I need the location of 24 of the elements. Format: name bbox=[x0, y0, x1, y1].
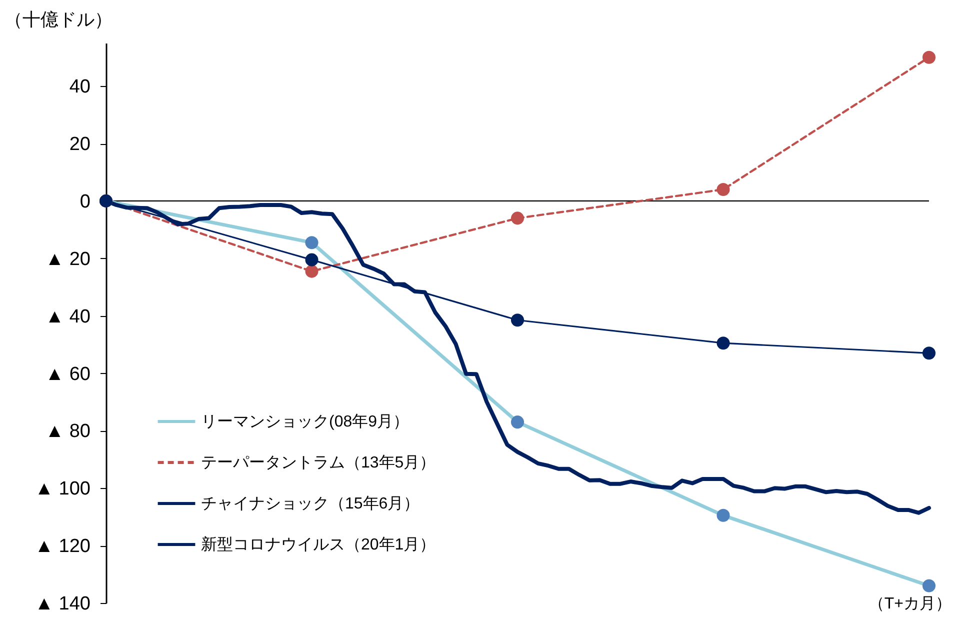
legend-label: チャイナショック（15年6月） bbox=[201, 496, 420, 512]
point bbox=[716, 336, 730, 350]
y-axis-title: （十億ドル） bbox=[4, 10, 112, 30]
point bbox=[922, 346, 936, 360]
y-tick-label: 20 bbox=[69, 134, 90, 156]
legend-label: リーマンショック(08年9月） bbox=[201, 414, 410, 430]
point bbox=[922, 50, 936, 64]
point bbox=[510, 314, 524, 327]
y-tick-label: ▲ 60 bbox=[45, 364, 90, 385]
legend-label: テーパータントラム（13年5月） bbox=[201, 454, 436, 472]
point bbox=[510, 212, 524, 225]
point bbox=[305, 253, 318, 266]
y-tick-label: ▲ 40 bbox=[45, 306, 90, 328]
legend-label: 新型コロナウイルス（20年1月） bbox=[201, 536, 436, 554]
x-axis-title: （T+カ月） bbox=[868, 596, 952, 612]
y-tick-label: 0 bbox=[80, 191, 90, 212]
y-tick-label: ▲ 120 bbox=[34, 536, 90, 558]
y-tick-label: ▲ 140 bbox=[34, 594, 90, 614]
point bbox=[716, 182, 730, 196]
y-tick-label: ▲ 20 bbox=[45, 248, 90, 270]
y-tick-label: 40 bbox=[69, 76, 90, 98]
y-tick-label: ▲ 100 bbox=[34, 478, 90, 500]
point bbox=[305, 264, 318, 278]
y-tick-label: ▲ 80 bbox=[45, 421, 90, 442]
